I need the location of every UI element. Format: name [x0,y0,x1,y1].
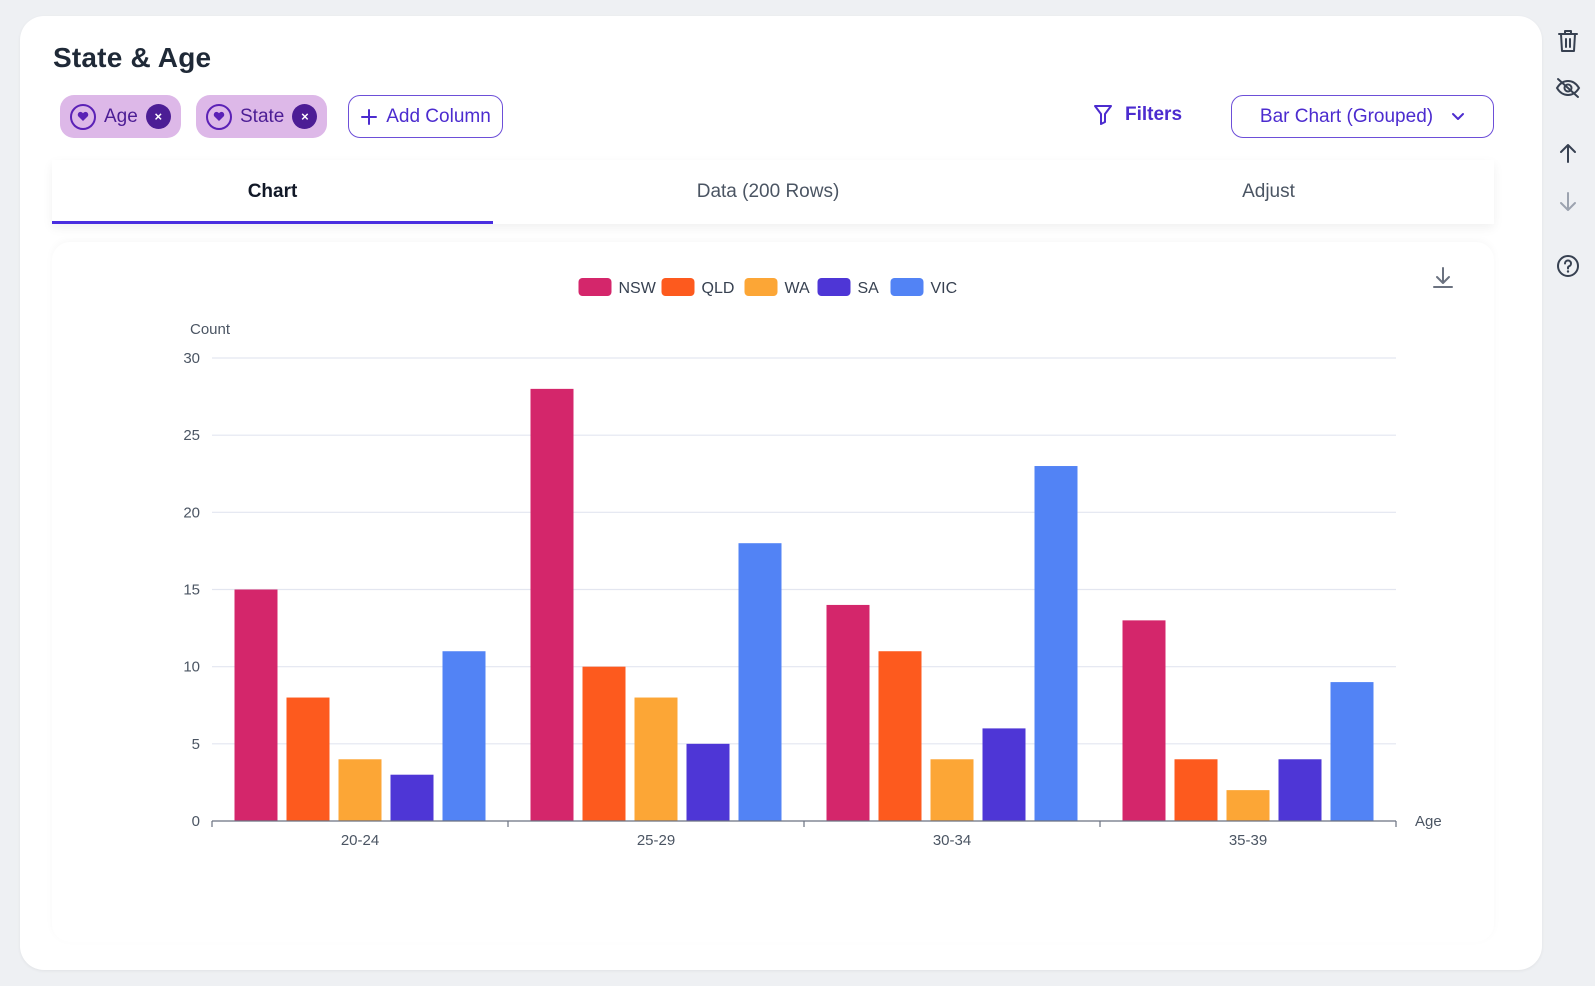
trash-icon[interactable] [1552,25,1584,57]
bar-qld-30-34[interactable] [878,651,922,821]
legend-label[interactable]: VIC [931,280,958,297]
chart-card: State & Age Age × State × Add Column Fil… [20,16,1542,970]
x-tick-label: 35-39 [1229,832,1267,849]
legend-swatch-sa[interactable] [817,278,851,296]
filter-icon [1094,105,1112,125]
chart-type-value: Bar Chart (Grouped) [1259,105,1434,127]
y-axis-label: Count [190,321,231,338]
bar-qld-20-24[interactable] [286,697,330,821]
download-icon[interactable] [1433,267,1453,288]
bar-nsw-30-34[interactable] [826,604,870,821]
help-icon[interactable] [1552,250,1584,282]
chevron-down-icon [1452,113,1465,120]
y-tick-label: 20 [183,504,200,521]
bar-sa-25-29[interactable] [686,743,730,821]
heart-icon[interactable] [70,103,96,130]
eye-off-icon[interactable] [1552,72,1584,104]
legend-swatch-qld[interactable] [661,278,695,296]
bar-nsw-25-29[interactable] [530,388,574,821]
chart-bars [234,388,1374,822]
y-tick-label: 15 [183,582,200,599]
chart-axes: 0 5 10 15 20 25 30 Count Age 20-24 25-29 30-34 35-39 [183,321,1441,849]
chart-grid [212,357,1396,745]
y-tick-label: 10 [183,659,200,676]
x-axis-label: Age [1415,813,1442,830]
bar-qld-25-29[interactable] [582,666,626,821]
bar-vic-20-24[interactable] [442,651,486,821]
bar-chart: 0 5 10 15 20 25 30 Count Age 20-24 25-29 30-34 35-39… [183,267,1453,849]
bar-wa-25-29[interactable] [634,697,678,821]
chip-state[interactable]: State × [196,95,328,138]
bar-vic-30-34[interactable] [1034,466,1078,821]
bar-nsw-20-24[interactable] [234,589,278,822]
close-icon[interactable]: × [292,104,318,129]
legend-label[interactable]: NSW [619,280,657,297]
bar-wa-30-34[interactable] [930,759,974,821]
bar-vic-35-39[interactable] [1330,682,1374,821]
x-tick-label: 25-29 [637,832,675,849]
tab-adjust[interactable]: Adjust [1242,181,1295,202]
heart-icon[interactable] [206,103,232,130]
bar-sa-35-39[interactable] [1278,759,1322,821]
legend-label[interactable]: WA [785,280,811,297]
bar-wa-35-39[interactable] [1226,790,1270,821]
chart-legend[interactable]: NSW QLD WA SA VIC [578,278,958,297]
legend-swatch-wa[interactable] [744,278,778,296]
bar-qld-35-39[interactable] [1174,759,1218,821]
y-tick-label: 25 [183,427,200,444]
page-title: State & Age [53,42,212,73]
filters-button[interactable]: Filters [1093,104,1182,126]
y-tick-label: 30 [183,350,200,367]
close-icon[interactable]: × [145,104,171,129]
chart-panel: 0 5 10 15 20 25 30 Count Age 20-24 25-29 30-34 35-39… [52,242,1494,942]
chip-age[interactable]: Age × [60,95,181,138]
side-toolbar [1552,0,1592,986]
chip-label: Age [104,105,138,127]
add-column-label: Add Column [386,105,491,127]
bar-nsw-35-39[interactable] [1122,620,1166,821]
y-tick-label: 5 [192,736,200,753]
bar-sa-20-24[interactable] [390,774,434,821]
bar-vic-25-29[interactable] [738,543,782,821]
y-tick-label: 0 [192,813,200,830]
add-column-button[interactable]: Add Column [348,95,503,138]
x-tick-label: 30-34 [933,832,971,849]
legend-label[interactable]: SA [858,280,880,297]
bar-wa-20-24[interactable] [338,759,382,821]
chip-label: State [240,105,285,127]
legend-label[interactable]: QLD [702,280,735,297]
arrow-down-icon[interactable] [1552,186,1584,218]
tab-bar: Chart Data (200 Rows) Adjust [52,160,1494,224]
chart-type-select[interactable]: Bar Chart (Grouped) [1231,95,1494,138]
x-tick-label: 20-24 [341,832,379,849]
arrow-up-icon[interactable] [1552,137,1584,169]
filters-label: Filters [1125,104,1183,125]
tab-chart[interactable]: Chart [52,160,493,224]
bar-sa-30-34[interactable] [982,728,1026,821]
legend-swatch-nsw[interactable] [578,278,612,296]
plus-icon [361,108,378,125]
legend-swatch-vic[interactable] [890,278,924,296]
tab-data[interactable]: Data (200 Rows) [696,181,840,202]
